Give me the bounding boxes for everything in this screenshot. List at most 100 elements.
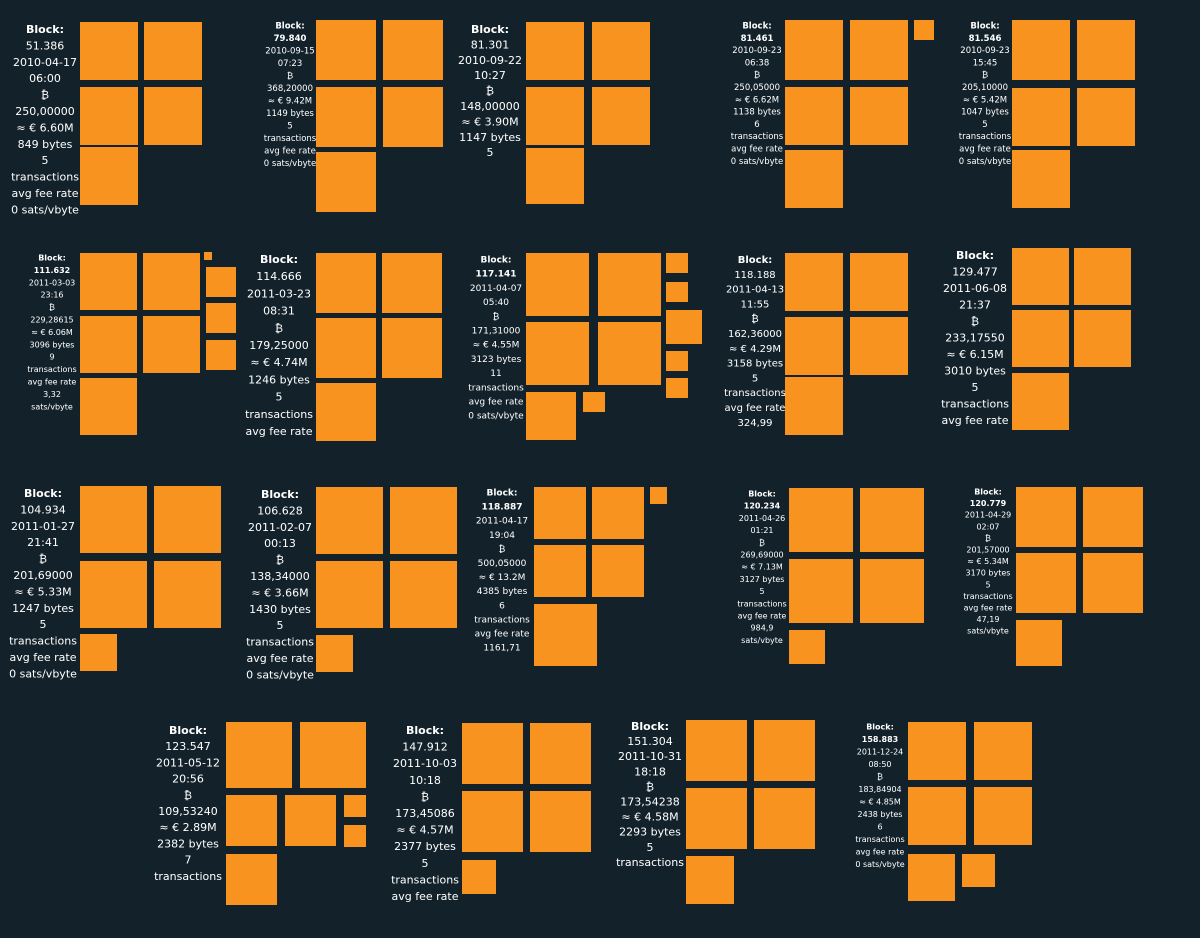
transaction-square [1077,88,1135,146]
transaction-square [206,303,236,333]
transaction-square [462,723,523,784]
block-card: Block: 114.666 2011-03-23 08:31 ₿ 179,25000 ≈ … [245,253,442,441]
block-info: ₿ [971,315,979,328]
block-info: avg fee rate [731,145,783,155]
block-info: 111.632 [34,266,70,275]
transaction-square [144,87,202,145]
transaction-square [80,87,138,145]
transaction-square [534,545,586,597]
block-info: avg fee rate [264,147,316,157]
block-info: 2438 bytes [858,810,903,819]
block-info: ₿ [275,322,283,335]
block-info: ≈ € 4.29M [729,344,781,355]
block-info: ₿ [754,70,760,81]
block-info: ≈ € 2.89M [159,821,216,834]
block-info: ₿ [421,790,429,803]
block-info: transactions [941,398,1009,411]
transaction-square [143,253,200,310]
transaction-square [850,20,908,80]
transaction-square [1012,373,1069,430]
block-info: 02:07 [976,522,999,531]
block-info: 148,00000 [460,100,520,113]
block-info: 118.887 [482,503,523,513]
block-info: avg fee rate [246,425,313,438]
transaction-square [383,87,443,147]
block-info: 233,17550 [945,332,1005,345]
transaction-square [143,316,200,373]
transaction-square [789,630,825,664]
block-label: Block: [169,724,207,737]
block-info: 81.301 [471,38,510,51]
transaction-square [962,854,995,887]
block-info: 162,36000 [728,329,782,340]
transaction-square [592,22,650,80]
transaction-square [1016,553,1076,613]
transaction-square [1074,310,1131,367]
block-info: 0 sats/vbyte [264,159,316,169]
transaction-square [598,322,661,385]
block-info: 23:16 [40,291,63,300]
block-card: Block: 118.188 2011-04-13 11:55 ₿ 162,36000 ≈ … [724,253,908,435]
block-info: ≈ € 5.33M [14,585,71,598]
block-info: 5 [42,154,49,167]
block-info: 79.840 [274,34,307,44]
block-label: Block: [738,255,773,266]
block-info: ₿ [184,789,192,802]
block-info: 11 [490,369,501,379]
block-info: 5 [759,587,764,596]
block-card: Block: 117.141 2011-04-07 05:40 ₿ 171,31000 ≈ … [468,253,702,440]
block-info: transactions [731,132,784,142]
block-info: ₿ [499,544,506,555]
transaction-square [583,392,605,412]
block-label: Block: [631,720,669,733]
block-info: ≈ € 4.57M [396,824,453,837]
block-label: Block: [742,22,771,32]
block-info: avg fee rate [469,398,524,408]
block-card: Block: 81.301 2010-09-22 10:27 ₿ 148,00000 ≈ €… [458,22,650,204]
block-info: 5 [647,841,654,854]
block-info: 47,19 [977,615,1000,624]
block-info: 114.666 [256,270,302,283]
transaction-square [1012,150,1070,208]
block-info: 368,20000 [267,84,313,94]
block-info: 2011-02-07 [248,521,312,534]
block-info: avg fee rate [964,604,1013,613]
block-info: ≈ € 13.2M [479,573,526,583]
block-info: ₿ [276,554,284,567]
transaction-square [80,253,137,310]
block-info: 5 [982,120,987,130]
block-info: ≈ € 6.62M [735,95,779,105]
transaction-square [316,383,376,441]
block-label: Block: [866,723,894,732]
block-info: 500,05000 [478,559,527,569]
block-info: 1246 bytes [248,373,310,386]
transaction-square [344,825,366,847]
block-info: 2293 bytes [619,826,681,839]
block-card: Block: 81.461 2010-09-23 06:38 ₿ 250,05000 ≈ €… [731,20,934,208]
block-info: 5 [422,857,429,870]
block-info: ₿ [646,780,654,793]
transaction-square [785,87,843,145]
block-card: Block: 118.887 2011-04-17 19:04 ₿ 500,05000 ≈ … [474,487,667,666]
block-info: 00:13 [264,537,296,550]
block-info: 1161,71 [483,644,520,654]
transaction-square [344,795,366,817]
block-card: Block: 81.546 2010-09-23 15:45 ₿ 205,10000 ≈ €… [959,20,1135,208]
block-info: ≈ € 5.34M [967,557,1009,566]
transaction-square [530,723,591,784]
transaction-square [686,788,747,849]
block-info: avg fee rate [10,651,77,664]
block-label: Block: [26,23,64,36]
block-info: 0 sats/vbyte [11,203,79,216]
transaction-square [144,22,202,80]
transaction-square [526,322,589,385]
block-info: 120.234 [744,502,781,511]
block-info: 120.779 [970,499,1007,508]
transaction-square [382,318,442,378]
block-info: 81.461 [741,34,774,44]
block-info: transactions [9,635,77,648]
block-info: transactions [959,132,1012,142]
transaction-square [785,377,843,435]
block-info: ≈ € 7.13M [741,563,783,572]
block-info: avg fee rate [475,630,530,640]
